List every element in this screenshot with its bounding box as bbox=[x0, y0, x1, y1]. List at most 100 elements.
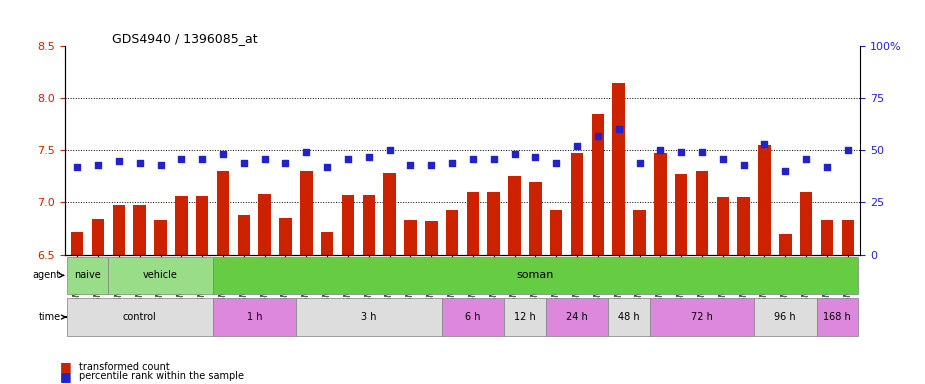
Point bbox=[528, 154, 543, 160]
Bar bbox=[487, 192, 500, 255]
Bar bbox=[650, 298, 754, 336]
Point bbox=[820, 164, 834, 170]
Text: control: control bbox=[123, 312, 156, 322]
Bar bbox=[817, 298, 858, 336]
Point bbox=[570, 143, 585, 149]
Point bbox=[174, 156, 189, 162]
Bar bbox=[67, 257, 108, 294]
Bar bbox=[800, 192, 812, 255]
Bar bbox=[717, 197, 729, 255]
Text: naive: naive bbox=[74, 270, 101, 280]
Point bbox=[487, 156, 501, 162]
Bar bbox=[383, 173, 396, 255]
Bar bbox=[213, 257, 858, 294]
Bar bbox=[754, 298, 817, 336]
Bar bbox=[529, 182, 542, 255]
Point bbox=[299, 149, 314, 156]
Bar bbox=[504, 298, 546, 336]
Point bbox=[632, 160, 647, 166]
Bar bbox=[296, 298, 441, 336]
Point bbox=[590, 132, 605, 139]
Text: 3 h: 3 h bbox=[361, 312, 376, 322]
Point bbox=[91, 162, 105, 168]
Point bbox=[736, 162, 751, 168]
Bar bbox=[675, 174, 687, 255]
Text: ■: ■ bbox=[60, 370, 72, 383]
Bar bbox=[279, 218, 291, 255]
Bar bbox=[737, 197, 750, 255]
Bar bbox=[216, 171, 229, 255]
Bar bbox=[696, 171, 709, 255]
Bar bbox=[592, 114, 604, 255]
Bar bbox=[425, 221, 438, 255]
Point bbox=[424, 162, 438, 168]
Bar bbox=[609, 298, 650, 336]
Text: 6 h: 6 h bbox=[465, 312, 481, 322]
Bar bbox=[71, 232, 83, 255]
Point bbox=[445, 160, 460, 166]
Text: percentile rank within the sample: percentile rank within the sample bbox=[79, 371, 243, 381]
Bar bbox=[404, 220, 416, 255]
Point bbox=[611, 126, 626, 132]
Bar bbox=[175, 196, 188, 255]
Point bbox=[507, 151, 522, 157]
Text: 12 h: 12 h bbox=[514, 312, 536, 322]
Bar bbox=[258, 194, 271, 255]
Text: 24 h: 24 h bbox=[566, 312, 588, 322]
Point bbox=[673, 149, 688, 156]
Point bbox=[278, 160, 293, 166]
Point bbox=[840, 147, 855, 153]
Text: 48 h: 48 h bbox=[618, 312, 640, 322]
Bar bbox=[363, 195, 375, 255]
Point bbox=[778, 168, 793, 174]
Bar bbox=[238, 215, 250, 255]
Point bbox=[757, 141, 771, 147]
Text: 168 h: 168 h bbox=[823, 312, 851, 322]
Bar bbox=[820, 220, 833, 255]
Point bbox=[695, 149, 709, 156]
Bar bbox=[441, 298, 504, 336]
Point bbox=[237, 160, 252, 166]
Bar bbox=[758, 145, 771, 255]
Point bbox=[382, 147, 397, 153]
Point bbox=[653, 147, 668, 153]
Point bbox=[216, 151, 230, 157]
Text: ■: ■ bbox=[60, 360, 72, 373]
Text: 1 h: 1 h bbox=[246, 312, 262, 322]
Bar bbox=[321, 232, 333, 255]
Text: 72 h: 72 h bbox=[691, 312, 713, 322]
Point bbox=[154, 162, 168, 168]
Bar bbox=[634, 210, 646, 255]
Point bbox=[112, 158, 127, 164]
Bar bbox=[571, 154, 584, 255]
Bar bbox=[196, 196, 208, 255]
Bar bbox=[546, 298, 609, 336]
Text: 96 h: 96 h bbox=[774, 312, 796, 322]
Point bbox=[70, 164, 85, 170]
Text: GDS4940 / 1396085_at: GDS4940 / 1396085_at bbox=[113, 32, 258, 45]
Bar bbox=[300, 171, 313, 255]
Bar bbox=[842, 220, 854, 255]
Point bbox=[549, 160, 563, 166]
Bar bbox=[550, 210, 562, 255]
Point bbox=[320, 164, 335, 170]
Text: transformed count: transformed count bbox=[79, 362, 169, 372]
Bar bbox=[341, 195, 354, 255]
Point bbox=[195, 156, 210, 162]
Text: soman: soman bbox=[517, 270, 554, 280]
Point bbox=[340, 156, 355, 162]
Bar bbox=[467, 192, 479, 255]
Bar bbox=[612, 83, 625, 255]
Point bbox=[403, 162, 418, 168]
Point bbox=[465, 156, 480, 162]
Bar bbox=[108, 257, 213, 294]
Point bbox=[362, 154, 376, 160]
Text: vehicle: vehicle bbox=[143, 270, 178, 280]
Bar bbox=[654, 154, 667, 255]
Bar bbox=[779, 234, 792, 255]
Bar bbox=[67, 298, 213, 336]
Bar bbox=[446, 210, 458, 255]
Bar bbox=[113, 205, 125, 255]
Bar bbox=[509, 176, 521, 255]
Bar bbox=[92, 219, 105, 255]
